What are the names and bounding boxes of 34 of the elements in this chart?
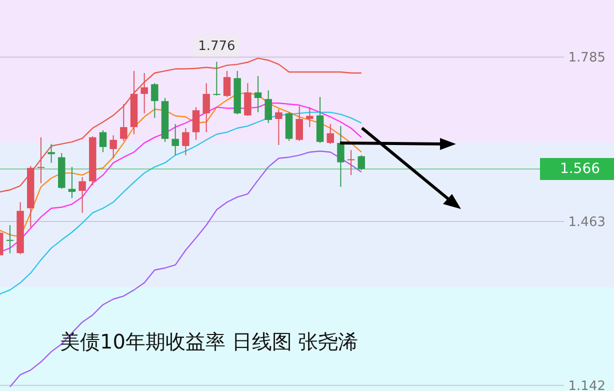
candlestick — [182, 128, 190, 156]
text: 美债10年期收益率 日线图 张尧浠 — [60, 329, 358, 354]
candlestick — [120, 104, 128, 142]
candlestick — [78, 176, 86, 214]
annotation: 1.776 — [198, 38, 236, 54]
candlestick — [296, 106, 303, 142]
candlestick — [337, 126, 344, 188]
candlestick — [202, 82, 210, 133]
candlestick — [6, 224, 14, 254]
candlestick — [37, 136, 45, 184]
candlestick — [264, 90, 272, 124]
candlestick — [140, 72, 148, 114]
candlestick — [151, 82, 158, 118]
y-tick-label: 1.785 — [568, 50, 606, 66]
candlestick — [347, 150, 355, 176]
y-tick-label: 1.463 — [568, 215, 606, 230]
candlestick — [68, 166, 76, 199]
candlestick — [358, 154, 365, 170]
candlestick — [48, 143, 55, 164]
candlestick — [244, 82, 252, 116]
candlestick — [306, 106, 314, 128]
candlestick — [99, 130, 107, 153]
candlestick — [192, 106, 200, 140]
y-tick-label: 1.142 — [568, 378, 606, 391]
candlestick — [275, 108, 282, 146]
line-series — [0, 92, 362, 238]
candlestick — [213, 61, 220, 96]
line-series — [0, 58, 362, 193]
candlestick — [254, 76, 262, 113]
candlestick — [110, 134, 117, 159]
ref-line-label: 1.566 — [560, 160, 600, 177]
candlestick — [172, 124, 179, 156]
candlestick — [326, 124, 334, 144]
candlestick — [223, 70, 231, 98]
